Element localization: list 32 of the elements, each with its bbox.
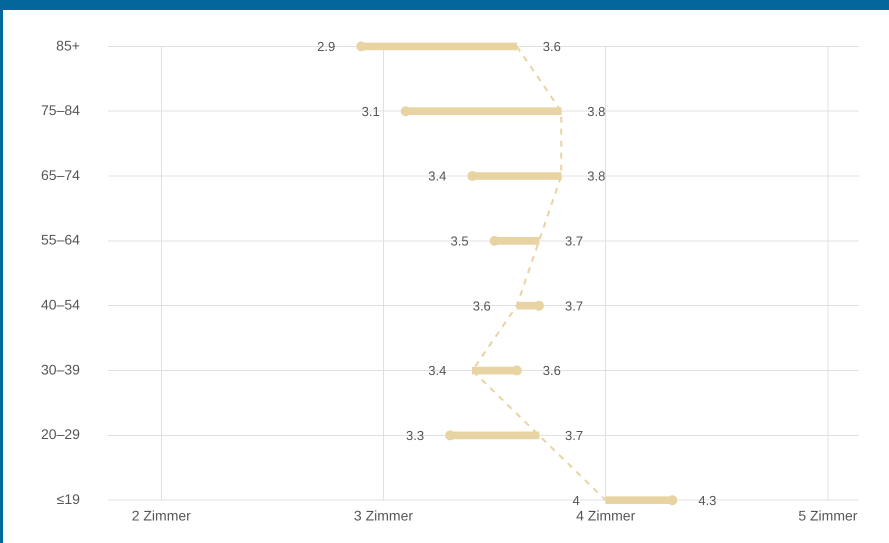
annotation: 3.6 (542, 38, 561, 54)
annotation: 3.1 (362, 104, 380, 119)
annotation: 3.3 (406, 428, 424, 443)
y-tick-label: 40–54 (40, 296, 80, 313)
x-tick-label: 5 Zimmer (798, 507, 858, 524)
annotation: 3.6 (542, 363, 561, 378)
x-tick-label: 4 Zimmer (576, 507, 636, 524)
annotation: 3.8 (587, 104, 606, 119)
annotation: 3.4 (428, 168, 446, 184)
x-tick-label: 2 Zimmer (132, 507, 192, 524)
y-tick-label: 65–74 (40, 166, 80, 183)
y-tick-label: 20–29 (40, 426, 80, 442)
y-tick-label: 30–39 (40, 361, 80, 378)
annotation: 3.7 (565, 428, 584, 443)
annotation: 3.5 (450, 233, 469, 248)
y-tick-label: ≤19 (56, 491, 80, 508)
annotation: 3.4 (428, 363, 446, 378)
point (512, 366, 522, 376)
annotation: 3.7 (565, 298, 584, 314)
annotation: 2.9 (317, 38, 336, 54)
y-tick-label: 55–64 (40, 232, 80, 248)
point (356, 41, 366, 52)
annotation: 3.6 (472, 298, 491, 314)
y-tick-label: 85+ (56, 37, 80, 54)
x-tick-label: 3 Zimmer (354, 507, 414, 524)
annotation: 3.7 (565, 233, 584, 248)
point (467, 171, 478, 182)
annotation: 3.8 (587, 168, 606, 184)
y-tick-label: 75–84 (40, 102, 80, 118)
annotation: 4 (572, 492, 580, 508)
point (534, 300, 544, 311)
annotation: 4.3 (698, 492, 716, 508)
